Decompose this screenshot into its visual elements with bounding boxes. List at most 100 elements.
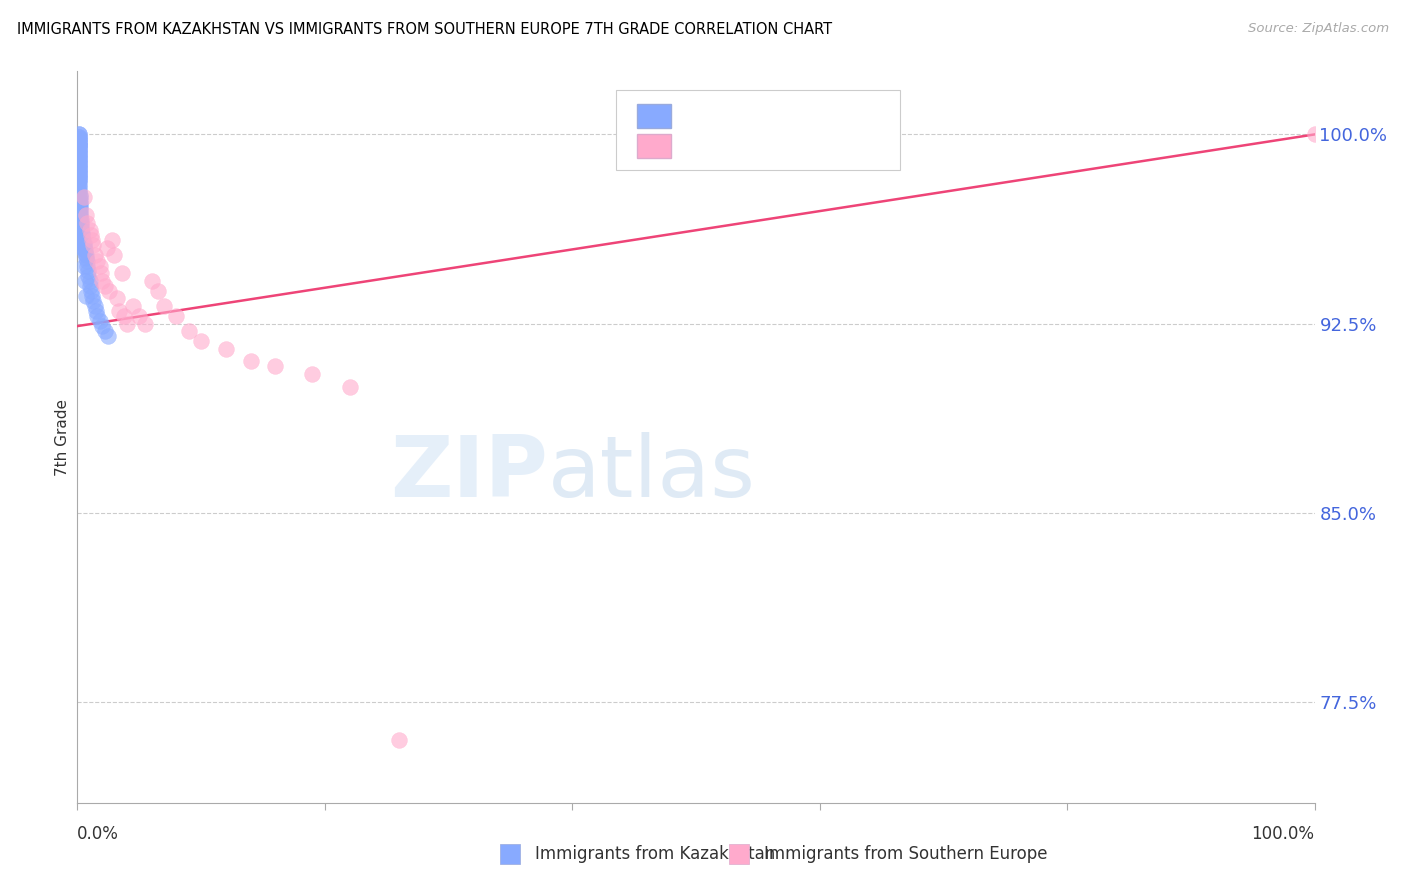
Point: [83, 248, 105, 262]
Point: [69, 203, 91, 218]
Bar: [637, 135, 671, 158]
Point: [67, 153, 90, 167]
Point: [67, 143, 90, 157]
Point: [70, 213, 93, 227]
Point: [69, 188, 91, 202]
Point: [76, 259, 98, 273]
Text: R =: R =: [681, 104, 720, 122]
Point: [67, 140, 90, 154]
Point: [75, 208, 97, 222]
Point: [69, 205, 91, 219]
Point: [67, 150, 90, 164]
Point: [67, 186, 90, 200]
Point: [67, 135, 90, 149]
Point: [84, 304, 107, 318]
Point: [67, 160, 90, 174]
Point: [339, 379, 361, 393]
Point: [70, 220, 93, 235]
Point: [72, 231, 94, 245]
Point: [67, 137, 90, 152]
Point: [70, 223, 93, 237]
Text: Immigrants from Kazakhstan: Immigrants from Kazakhstan: [536, 845, 775, 863]
Point: [67, 170, 90, 185]
Point: [69, 190, 91, 204]
Point: [89, 259, 111, 273]
Point: [128, 309, 150, 323]
Point: [79, 274, 101, 288]
Point: [76, 216, 98, 230]
Point: [79, 223, 101, 237]
Point: [77, 268, 100, 283]
Point: [239, 354, 262, 368]
Point: [73, 244, 96, 258]
Point: [103, 248, 125, 262]
Text: atlas: atlas: [547, 432, 755, 516]
Point: [67, 135, 90, 149]
Text: Immigrants from Southern Europe: Immigrants from Southern Europe: [763, 845, 1047, 863]
Point: [82, 293, 104, 308]
Point: [115, 317, 138, 331]
Point: [69, 195, 91, 210]
Point: [67, 140, 90, 154]
Point: [70, 216, 93, 230]
Point: [67, 180, 90, 194]
Text: 100.0%: 100.0%: [1251, 825, 1315, 843]
Y-axis label: 7th Grade: 7th Grade: [55, 399, 70, 475]
Point: [67, 145, 90, 159]
Point: [67, 160, 90, 174]
Point: [72, 241, 94, 255]
Point: [69, 198, 91, 212]
Point: [165, 309, 187, 323]
Point: [83, 299, 105, 313]
Point: [98, 284, 121, 298]
Text: 0.0%: 0.0%: [77, 825, 120, 843]
Point: [264, 359, 287, 374]
Text: N =: N =: [783, 135, 835, 153]
Point: [67, 145, 90, 159]
Point: [134, 317, 156, 331]
Point: [67, 173, 90, 187]
Text: Source: ZipAtlas.com: Source: ZipAtlas.com: [1249, 22, 1389, 36]
Point: [96, 241, 118, 255]
Point: [67, 168, 90, 182]
Point: [73, 246, 96, 260]
Point: [69, 211, 91, 225]
Point: [91, 274, 114, 288]
Point: [1303, 128, 1326, 142]
Point: [67, 175, 90, 189]
Point: [122, 299, 145, 313]
Point: [72, 228, 94, 243]
Point: [70, 228, 93, 243]
Point: [69, 208, 91, 222]
Point: [146, 284, 169, 298]
Point: [72, 235, 94, 250]
Point: [72, 238, 94, 252]
Point: [67, 155, 90, 169]
Point: [72, 226, 94, 240]
Point: [67, 137, 90, 152]
Point: [112, 309, 135, 323]
Point: [67, 132, 90, 146]
Point: [70, 218, 93, 232]
Point: [111, 266, 134, 280]
Text: 38: 38: [838, 135, 863, 153]
Point: [67, 162, 90, 177]
Point: [67, 168, 90, 182]
Point: [72, 241, 94, 255]
Text: R =: R =: [681, 135, 720, 153]
Point: [67, 132, 90, 146]
Point: [67, 130, 90, 145]
Point: [82, 289, 104, 303]
Point: [67, 128, 90, 142]
Point: [91, 319, 114, 334]
Point: [67, 135, 90, 149]
Point: [97, 329, 120, 343]
Text: ZIP: ZIP: [389, 432, 547, 516]
Point: [72, 259, 94, 273]
Point: [82, 233, 104, 247]
Text: 0.490: 0.490: [721, 104, 779, 122]
Text: 0.185: 0.185: [721, 135, 785, 153]
Point: [108, 304, 131, 318]
Point: [67, 137, 90, 152]
Point: [90, 266, 112, 280]
